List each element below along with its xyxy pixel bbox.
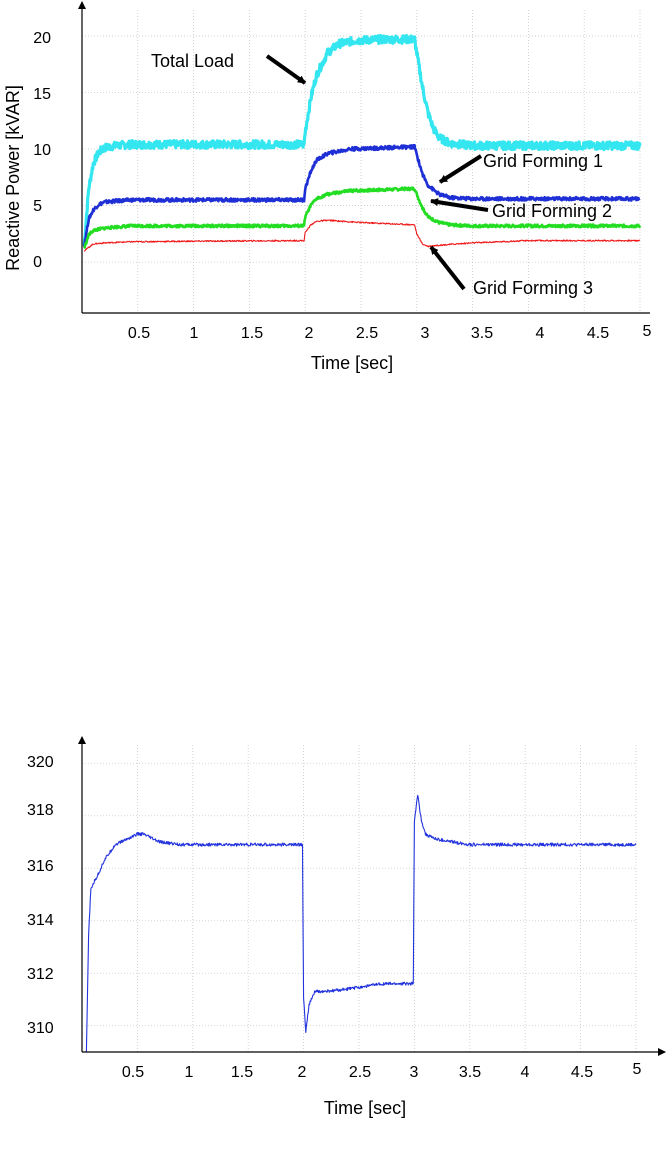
chart2-x-axis-label: Time [sec]: [324, 1098, 406, 1118]
arrow-grid-forming-2: [430, 198, 489, 212]
chart2-series-line-0: [85, 794, 637, 1052]
annotation-grid-forming-2: Grid Forming 2: [492, 201, 612, 221]
chart1-series-total-load: [82, 33, 642, 246]
chart1-xtick-3.5: 3.5: [471, 325, 493, 342]
chart2-xtick-5: 5: [633, 1061, 642, 1078]
chart2-ytick-310: 310: [27, 1020, 54, 1037]
chart2-ytick-316: 316: [27, 858, 54, 875]
chart1-ytick-15: 15: [33, 86, 51, 103]
annotation-total-load: Total Load: [151, 51, 234, 71]
chart1-xtick-1: 1: [190, 325, 199, 342]
chart1-x-axis-label: Time [sec]: [311, 353, 393, 373]
chart1-series-grid-forming-2: [83, 186, 642, 250]
chart1-series-grid-forming-1: [82, 143, 641, 247]
chart1-series-grid-forming-3: [83, 219, 641, 252]
chart1-xtick-4.5: 4.5: [587, 325, 609, 342]
arrow-total-load: [265, 54, 307, 85]
chart2-xtick-1: 1: [185, 1064, 194, 1081]
chart1-xtick-0.5: 0.5: [128, 325, 150, 342]
chart2-xtick-0.5: 0.5: [122, 1064, 144, 1081]
chart1-y-axis-label: Reactive Power [kVAR]: [3, 85, 23, 271]
chart2-ytick-318: 318: [27, 802, 54, 819]
chart2-xtick-3: 3: [410, 1064, 419, 1081]
chart2-xtick-2: 2: [298, 1064, 307, 1081]
chart2-series-group: [85, 794, 637, 1052]
chart2-xtick-2.5: 2.5: [349, 1064, 371, 1081]
chart2-xtick-4: 4: [521, 1064, 530, 1081]
arrow-grid-forming-1: [438, 154, 483, 184]
chart1-xtick-4: 4: [536, 325, 545, 342]
chart1-xtick-5: 5: [643, 323, 652, 340]
chart1-ytick-20: 20: [33, 30, 51, 47]
chart2-ytick-314: 314: [27, 912, 54, 929]
chart2-xtick-4.5: 4.5: [571, 1064, 593, 1081]
chart2-xtick-3.5: 3.5: [459, 1064, 481, 1081]
arrow-grid-forming-3: [429, 245, 466, 291]
chart1-series-group: [82, 33, 642, 252]
chart1-xtick-2.5: 2.5: [356, 325, 378, 342]
chart1-ytick-10: 10: [33, 142, 51, 159]
chart1-ytick-5: 5: [33, 198, 42, 215]
chart1-xtick-1.5: 1.5: [241, 325, 263, 342]
chart2-ytick-312: 312: [27, 966, 54, 983]
chart1-xtick-2: 2: [305, 325, 314, 342]
chart2-ytick-320: 320: [27, 754, 54, 771]
chart2-gridlines: [82, 745, 637, 1052]
chart1-xtick-3: 3: [421, 325, 430, 342]
annotation-grid-forming-1: Grid Forming 1: [483, 151, 603, 171]
chart2-xtick-1.5: 1.5: [231, 1064, 253, 1081]
annotation-grid-forming-3: Grid Forming 3: [473, 278, 593, 298]
chart1-ytick-0: 0: [33, 254, 42, 271]
